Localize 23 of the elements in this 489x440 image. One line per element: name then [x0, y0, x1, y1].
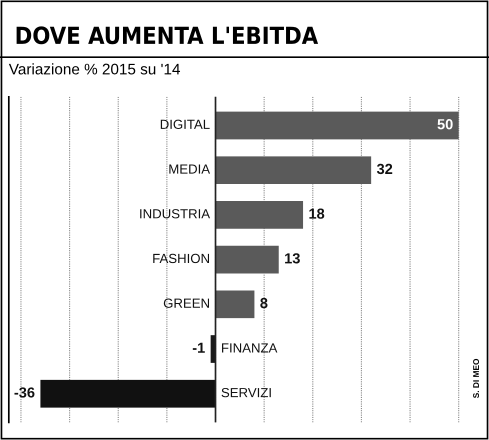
data-label: 8 [260, 298, 268, 308]
bar [216, 156, 372, 184]
y-tick-label: MEDIA [169, 164, 210, 174]
bar [216, 290, 254, 318]
bar [216, 201, 304, 229]
y-tick-label: GREEN [164, 298, 210, 308]
y-tick-label: SERVIZI [222, 388, 271, 398]
bar [216, 246, 279, 274]
data-label: -36 [14, 387, 34, 398]
data-label: 50 [437, 119, 453, 130]
chart-title: DOVE AUMENTA L'EBITDA [16, 26, 318, 44]
text: S. DI MEO [473, 358, 480, 398]
bar [216, 112, 459, 140]
y-tick-label: FINANZA [222, 343, 278, 352]
bar [40, 380, 216, 408]
y-tick-label: INDUSTRIA [140, 209, 210, 218]
data-label: 18 [309, 208, 324, 219]
data-label: -1 [192, 342, 205, 353]
y-tick-label: FASHION [153, 254, 210, 264]
chart-subtitle: Variazione % 2015 su '14 [8, 63, 180, 74]
data-label: 13 [285, 253, 300, 264]
y-tick-label: DIGITAL [160, 120, 210, 130]
data-label: 32 [376, 164, 392, 174]
